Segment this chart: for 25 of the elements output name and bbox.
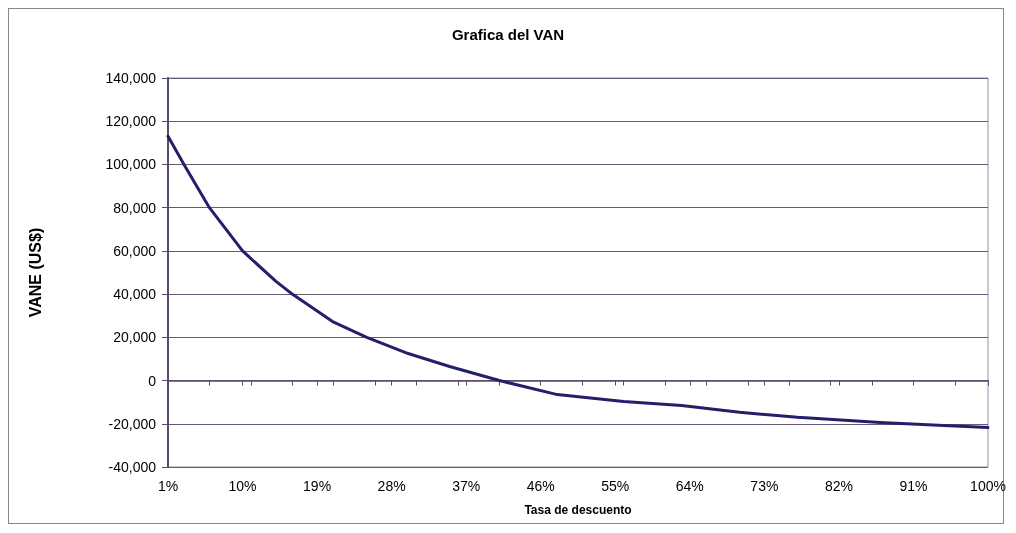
- y-tick-label: 0: [148, 372, 157, 389]
- x-tick-label: 55%: [601, 478, 630, 494]
- x-tick-label: 64%: [675, 478, 704, 494]
- x-tick-label: 82%: [824, 478, 853, 494]
- y-tick-label: -40,000: [108, 459, 157, 475]
- x-tick-label: 10%: [228, 478, 257, 494]
- x-tick-label: 73%: [750, 478, 779, 494]
- y-tick-label: 140,000: [105, 70, 157, 86]
- y-tick-label: 40,000: [113, 286, 157, 303]
- x-tick-label: 91%: [899, 478, 928, 494]
- y-tick-label: 20,000: [113, 329, 157, 346]
- x-tick-label: 28%: [377, 478, 406, 494]
- x-axis-title: Tasa de descuento: [524, 503, 632, 517]
- x-tick-label: 37%: [452, 478, 481, 494]
- y-axis-title: VANE (US$): [26, 227, 44, 318]
- y-tick-label: 60,000: [113, 242, 157, 259]
- x-tick-label: 100%: [970, 478, 1006, 494]
- y-tick-label: -20,000: [108, 415, 157, 432]
- x-tick-label: 1%: [157, 478, 179, 494]
- y-tick-label: 120,000: [105, 113, 157, 130]
- y-tick-label: 80,000: [113, 199, 157, 216]
- x-tick-label: 46%: [526, 478, 555, 494]
- y-tick-label: 100,000: [105, 156, 157, 173]
- chart-title: Grafica del VAN: [451, 26, 565, 43]
- x-tick-label: 19%: [303, 478, 332, 494]
